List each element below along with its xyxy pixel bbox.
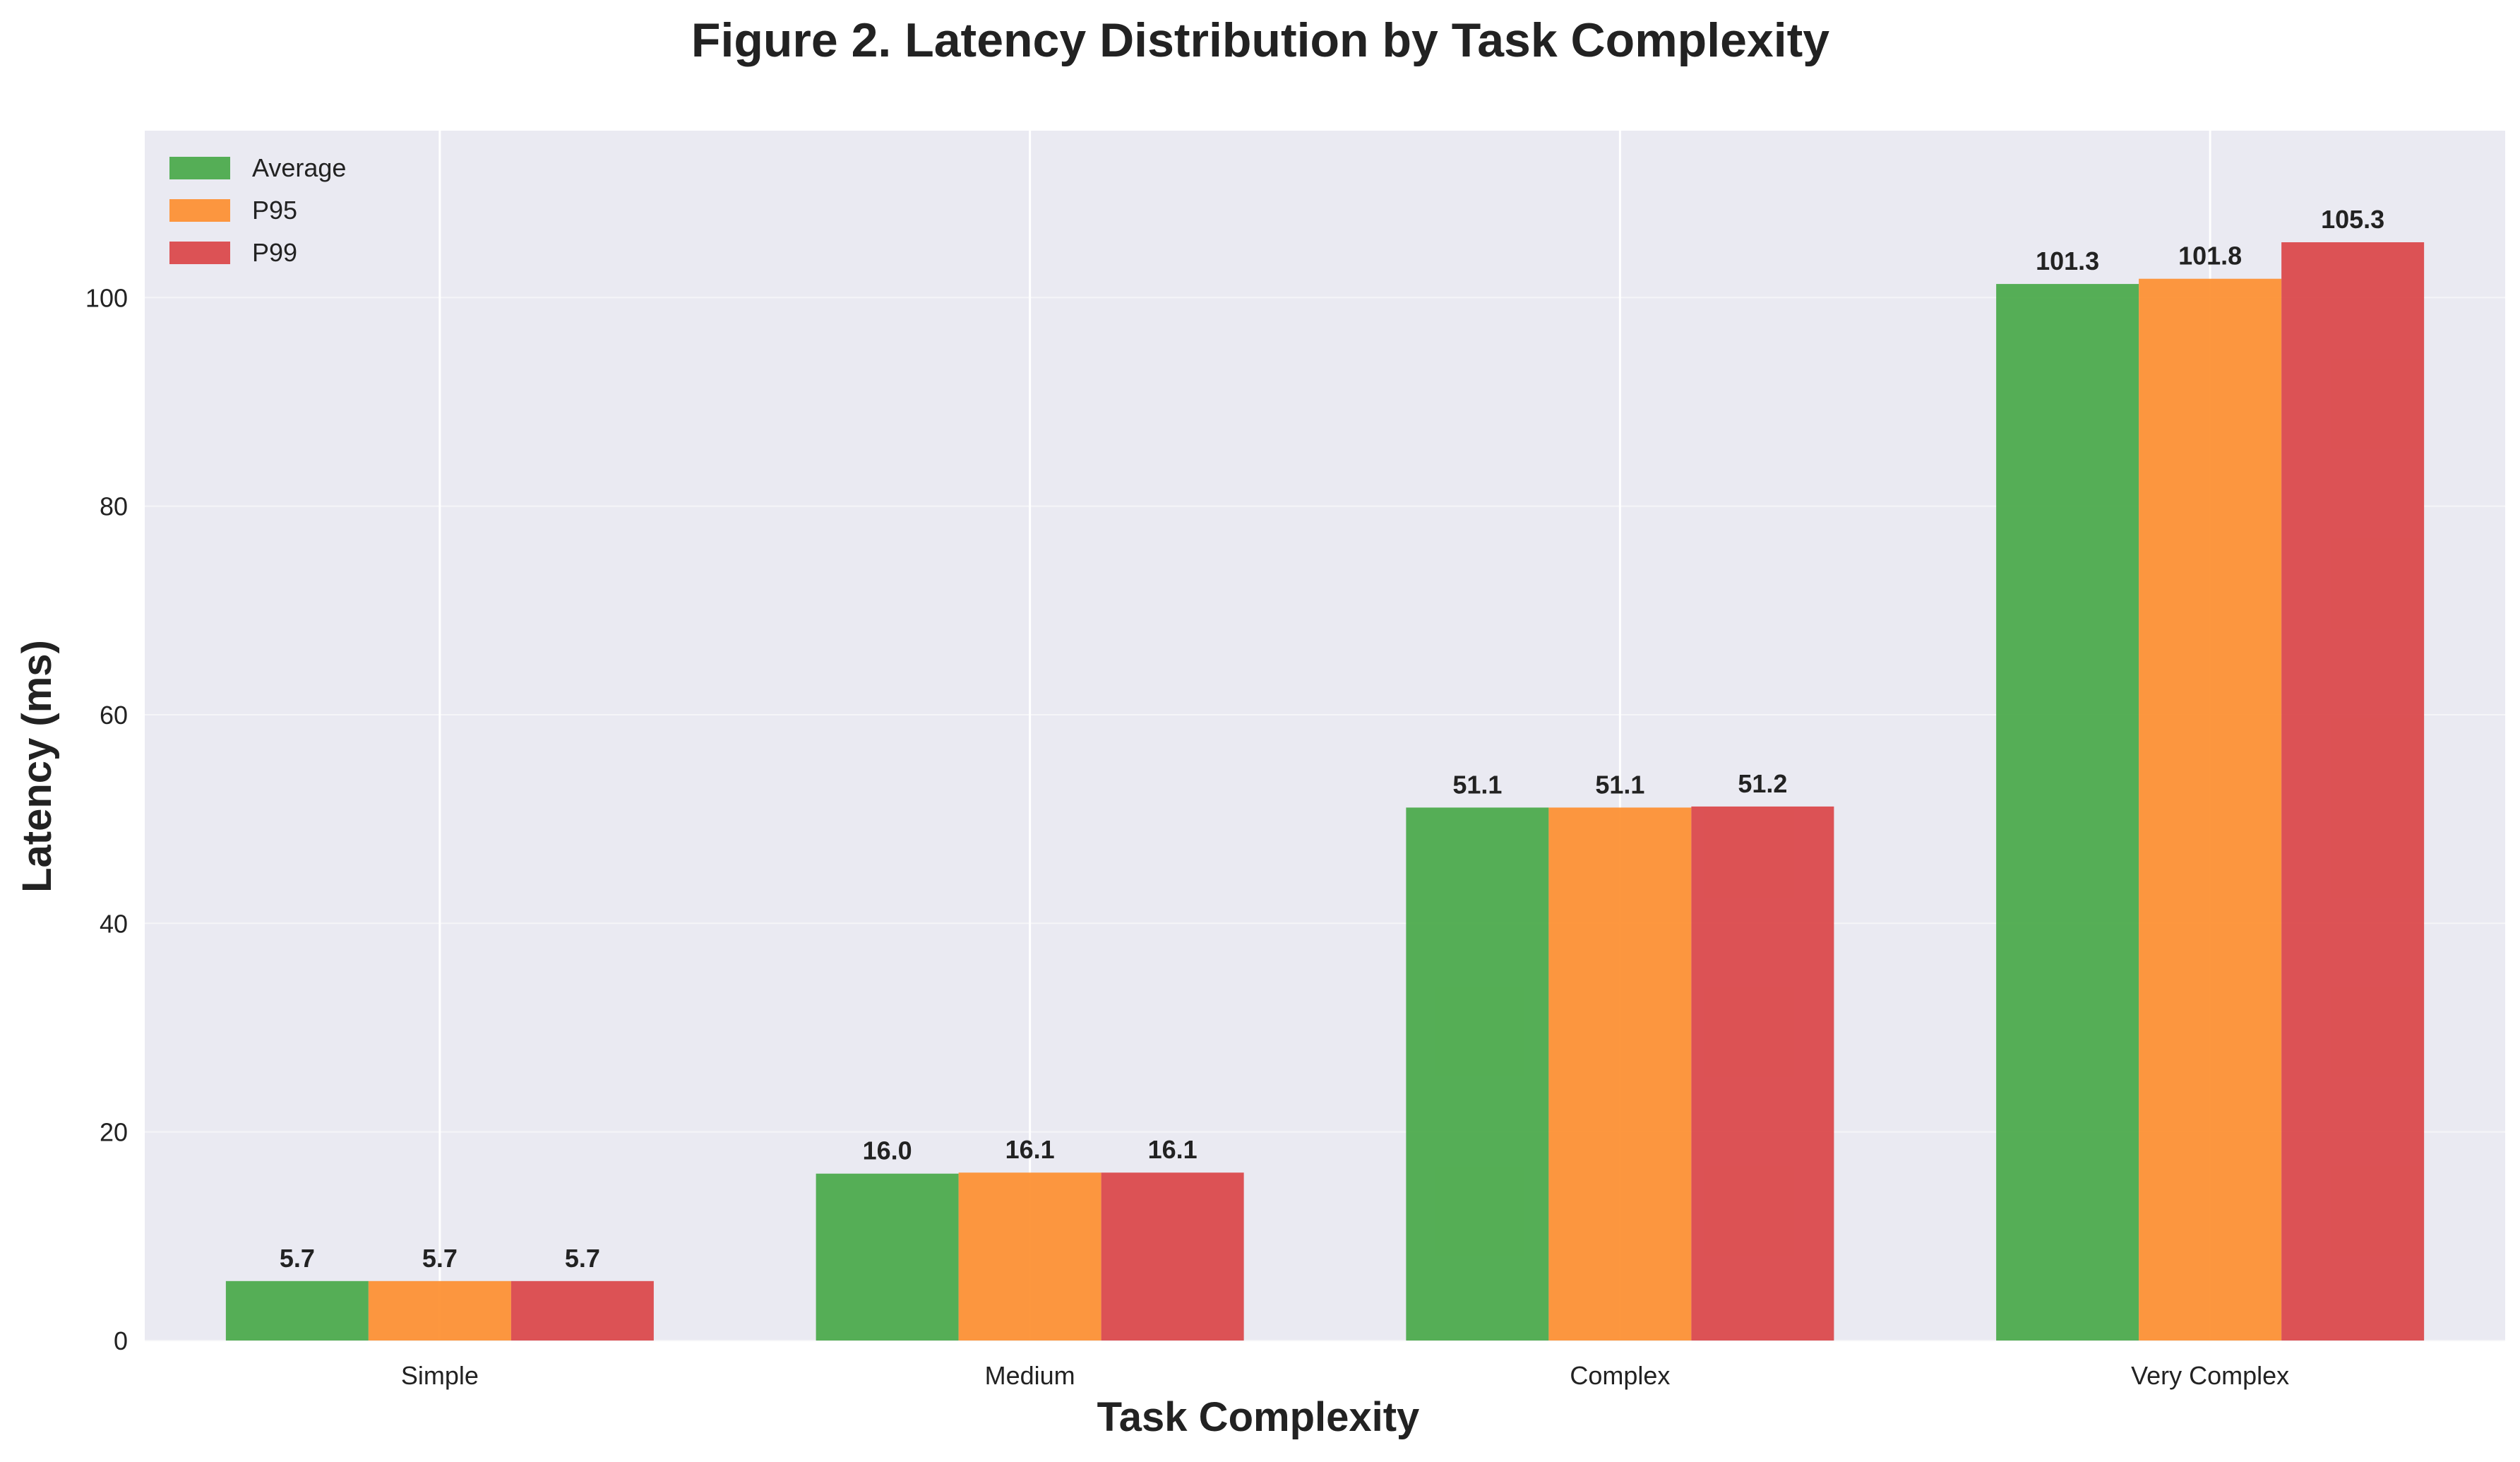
y-axis-label: Latency (ms): [14, 640, 60, 893]
bar-value-label: 51.1: [1595, 770, 1644, 799]
chart-title: Figure 2. Latency Distribution by Task C…: [691, 13, 1829, 67]
bar-p95-simple: [368, 1280, 511, 1341]
bar-value-label: 16.0: [863, 1136, 912, 1165]
legend-entry-label: P95: [252, 196, 297, 225]
bar-p99-simple: [510, 1280, 654, 1341]
bar-value-label: 105.3: [2321, 205, 2384, 234]
y-tick-label: 60: [100, 701, 128, 730]
bar-average-simple: [225, 1280, 369, 1341]
bar-value-label: 51.2: [1738, 769, 1787, 798]
y-axis-ticks: 0 20 40 60 80 100: [85, 283, 128, 1355]
y-tick-label: 100: [85, 283, 128, 312]
bar-value-label: 5.7: [422, 1244, 458, 1273]
bar-value-label: 16.1: [1005, 1135, 1055, 1164]
bar-p99-medium: [1101, 1172, 1244, 1341]
x-tick-label: Medium: [985, 1361, 1075, 1390]
bar-value-label: 101.3: [2036, 246, 2099, 275]
bar-value-label: 16.1: [1148, 1135, 1198, 1164]
legend-swatch: [169, 199, 230, 222]
bar-p95-complex: [1548, 807, 1692, 1341]
bar-value-label: 5.7: [280, 1244, 315, 1273]
y-tick-label: 80: [100, 492, 128, 521]
legend-swatch: [169, 157, 230, 179]
x-tick-label: Simple: [401, 1361, 479, 1390]
bar-p99-complex: [1691, 806, 1834, 1341]
y-tick-label: 0: [114, 1326, 128, 1355]
x-tick-label: Complex: [1570, 1361, 1670, 1390]
x-tick-label: Very Complex: [2131, 1361, 2289, 1390]
bar-p99-very-complex: [2281, 242, 2425, 1341]
bars: [225, 242, 2425, 1341]
bar-average-complex: [1406, 807, 1549, 1341]
bar-p95-very-complex: [2139, 278, 2282, 1341]
bar-value-label: 5.7: [565, 1244, 600, 1273]
x-axis-label: Task Complexity: [1097, 1394, 1420, 1440]
legend-entry-label: P99: [252, 238, 297, 267]
y-tick-label: 40: [100, 909, 128, 938]
bar-average-medium: [816, 1173, 959, 1341]
x-axis-ticks: Simple Medium Complex Very Complex: [401, 1361, 2289, 1390]
bar-value-label: 51.1: [1452, 770, 1502, 799]
bar-value-label: 101.8: [2178, 242, 2242, 271]
legend-swatch: [169, 242, 230, 264]
bar-p95-medium: [958, 1172, 1101, 1341]
bar-average-very-complex: [1996, 284, 2139, 1341]
value-labels: 5.7 16.0 51.1 101.3 5.7 16.1 51.1 101.8 5.7 16.1 5…: [280, 205, 2384, 1273]
legend: Average P95 P99: [169, 153, 346, 267]
y-tick-label: 20: [100, 1118, 128, 1147]
legend-entry-label: Average: [252, 153, 346, 182]
